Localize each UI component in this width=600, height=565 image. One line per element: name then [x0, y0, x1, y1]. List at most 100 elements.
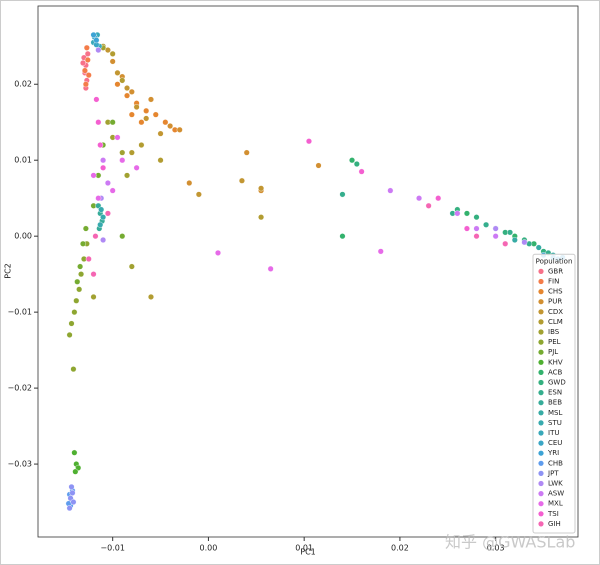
point	[128, 111, 135, 118]
legend-marker	[538, 440, 544, 446]
point	[93, 37, 100, 44]
point	[79, 59, 86, 66]
legend-marker	[538, 501, 544, 507]
point	[167, 123, 174, 130]
plot-border	[37, 5, 579, 538]
point	[100, 157, 107, 164]
legend-marker	[538, 430, 544, 436]
y-tick-label: 0.02	[14, 80, 32, 89]
point	[66, 505, 73, 512]
point	[79, 240, 86, 247]
point	[109, 187, 116, 194]
point	[502, 240, 509, 247]
legend-marker	[538, 329, 544, 335]
point	[83, 44, 90, 51]
point	[358, 168, 365, 175]
point	[114, 69, 121, 76]
point	[463, 210, 470, 217]
point	[492, 233, 499, 240]
x-tick-label: 0.01	[295, 544, 313, 553]
x-tick-label: 0.03	[487, 544, 505, 553]
legend-label: GIH	[548, 520, 561, 528]
point	[463, 225, 470, 232]
point	[454, 210, 461, 217]
point	[176, 126, 183, 133]
legend-marker	[538, 410, 544, 416]
point	[483, 221, 490, 228]
point	[95, 195, 102, 202]
legend-marker	[538, 339, 544, 345]
point	[90, 271, 97, 278]
point	[387, 187, 394, 194]
x-tick-label: −0.01	[100, 544, 125, 553]
point	[349, 157, 356, 164]
point	[77, 263, 84, 270]
legend-marker	[538, 319, 544, 325]
legend-label: PEL	[548, 338, 561, 346]
point	[104, 179, 111, 186]
point	[85, 72, 92, 79]
point	[90, 31, 97, 38]
point	[492, 225, 499, 232]
point	[535, 244, 542, 251]
legend-label: GBR	[548, 267, 563, 275]
legend-label: ACB	[548, 368, 563, 376]
point	[95, 119, 102, 126]
point	[70, 366, 77, 373]
legend-label: CHB	[548, 459, 563, 467]
point	[82, 81, 89, 88]
point	[92, 233, 99, 240]
point	[114, 81, 121, 88]
legend-marker	[538, 268, 544, 274]
y-tick-label: −0.02	[7, 384, 32, 393]
point	[152, 111, 159, 118]
point	[93, 96, 100, 103]
y-tick-label: 0.00	[14, 232, 32, 241]
legend-marker	[538, 359, 544, 365]
point	[95, 47, 102, 54]
legend-marker	[538, 521, 544, 527]
legend-marker	[538, 420, 544, 426]
legend-label: ITU	[548, 429, 559, 437]
point	[128, 263, 135, 270]
watermark: 知乎 @GWASLab	[445, 533, 575, 552]
point	[100, 214, 107, 221]
y-axis-label: PC2	[4, 263, 13, 279]
point	[339, 191, 346, 198]
y-tick-label: −0.03	[7, 460, 32, 469]
point	[133, 164, 140, 171]
point	[138, 119, 145, 126]
point	[214, 249, 221, 256]
point	[109, 58, 116, 65]
point	[243, 149, 250, 156]
point	[435, 195, 442, 202]
point	[353, 161, 360, 168]
point	[133, 104, 140, 111]
point	[416, 195, 423, 202]
point	[66, 331, 73, 338]
point	[521, 239, 528, 246]
point	[90, 172, 97, 179]
legend-label: BEB	[548, 399, 562, 407]
point	[128, 149, 135, 156]
point	[71, 309, 78, 316]
point	[78, 271, 85, 278]
point	[90, 293, 97, 300]
legend-label: LWK	[548, 480, 563, 488]
point	[147, 293, 154, 300]
legend-title: Population	[536, 257, 573, 265]
point	[511, 236, 518, 243]
legend-label: ASW	[548, 490, 564, 498]
point	[507, 229, 514, 236]
point	[119, 233, 126, 240]
point	[97, 221, 104, 228]
legend-label: MSL	[548, 409, 562, 417]
point	[84, 56, 91, 63]
legend-marker	[538, 450, 544, 456]
legend-label: STU	[548, 419, 562, 427]
point	[100, 236, 107, 243]
legend-label: YRI	[547, 449, 559, 457]
legend-label: CDX	[548, 308, 563, 316]
legend-marker	[538, 470, 544, 476]
point	[473, 233, 480, 240]
